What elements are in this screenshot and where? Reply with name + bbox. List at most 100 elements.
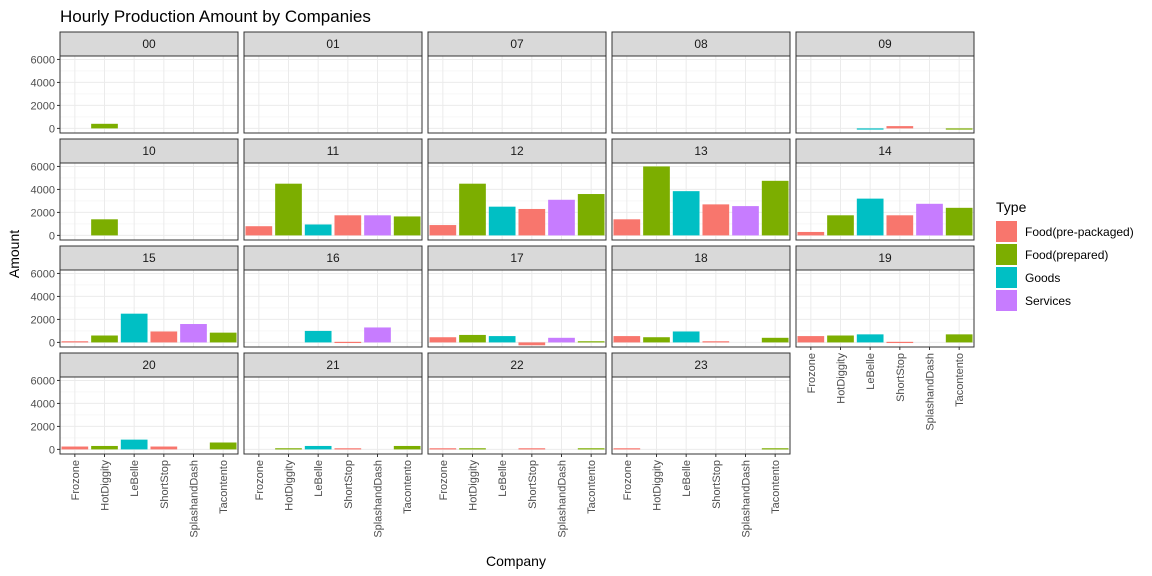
- facet-strip-label: 07: [510, 37, 524, 51]
- panel-background: [60, 163, 238, 240]
- facet-strip-label: 09: [878, 37, 892, 51]
- bar-frozone: [613, 219, 641, 236]
- x-tick-label: LeBelle: [313, 460, 325, 497]
- legend-key: [996, 290, 1017, 311]
- facet-strip-label: 15: [142, 251, 156, 265]
- bar-frozone: [61, 446, 89, 450]
- panel-background: [244, 377, 422, 454]
- panel-background: [428, 163, 606, 240]
- facet-strip-label: 12: [510, 144, 524, 158]
- x-tick-label: ShortStop: [711, 460, 723, 509]
- y-tick-label: 2000: [31, 314, 55, 326]
- panel-border: [59, 162, 239, 241]
- panel-border: [611, 55, 791, 134]
- panel-background: [612, 163, 790, 240]
- bar-frozone: [797, 336, 825, 343]
- bar-tacontento: [761, 337, 789, 343]
- bar-hotdiggity: [459, 448, 486, 450]
- bar-shortstop: [702, 204, 730, 236]
- facet-panel-07: 07: [427, 31, 607, 134]
- bar-shortstop: [886, 341, 914, 344]
- facet-panel-16: 16: [243, 245, 423, 348]
- x-tick-label: LeBelle: [865, 353, 877, 390]
- facet-panel-12: 12: [427, 138, 607, 241]
- facet-panel-08: 08: [611, 31, 791, 134]
- x-tick-label: Tacontento: [770, 460, 782, 514]
- bar-shortstop: [334, 215, 362, 236]
- x-tick-label: HotDiggity: [836, 353, 848, 404]
- panel-background: [612, 377, 790, 454]
- bar-tacontento: [945, 334, 973, 343]
- panel-border: [795, 162, 975, 241]
- facet-strip: [243, 245, 423, 271]
- facet-panel-01: 01: [243, 31, 423, 134]
- bar-lebelle: [672, 191, 700, 236]
- x-tick-label: HotDiggity: [468, 460, 480, 511]
- facet-panel-19: 19 Frozone HotDiggity LeBelle ShortStop Splas…: [795, 245, 975, 431]
- bar-splashanddash: [548, 337, 575, 343]
- bar-shortstop: [518, 448, 546, 450]
- bar-frozone: [61, 341, 89, 343]
- panel-background: [796, 56, 974, 133]
- facet-strip-label: 14: [878, 144, 892, 158]
- x-tick-label: HotDiggity: [284, 460, 296, 511]
- panel-background: [244, 163, 422, 240]
- legend-label: Services: [1025, 294, 1071, 308]
- bar-tacontento: [577, 194, 605, 236]
- panel-background: [428, 270, 606, 347]
- facet-panel-14: 14: [795, 138, 975, 241]
- x-tick-label: ShortStop: [159, 460, 171, 509]
- bar-frozone: [429, 448, 457, 450]
- panel-background: [244, 270, 422, 347]
- facet-panel-21: 21 Frozone HotDiggity LeBelle ShortStop Splas…: [243, 352, 423, 538]
- bar-tacontento: [945, 128, 973, 130]
- facet-strip-label: 00: [142, 37, 156, 51]
- bar-hotdiggity: [827, 215, 854, 236]
- bar-hotdiggity: [91, 335, 118, 343]
- bar-tacontento: [577, 341, 605, 343]
- legend-label: Goods: [1025, 271, 1060, 285]
- y-tick-label: 0: [49, 123, 55, 135]
- panel-background: [612, 270, 790, 347]
- bar-hotdiggity: [459, 183, 486, 236]
- bar-hotdiggity: [643, 166, 670, 236]
- facet-strip-label: 20: [142, 358, 156, 372]
- facet-strip-label: 11: [327, 144, 340, 158]
- x-tick-label: Tacontento: [402, 460, 414, 514]
- x-tick-label: Frozone: [438, 460, 450, 500]
- legend-key: [996, 244, 1017, 265]
- bar-splashanddash: [732, 206, 759, 236]
- panel-border: [243, 55, 423, 134]
- bar-lebelle: [856, 198, 884, 236]
- facet-strip-label: 19: [878, 251, 892, 265]
- panel-border: [59, 376, 239, 455]
- bar-frozone: [429, 337, 457, 343]
- y-tick-label: 4000: [31, 184, 55, 196]
- panel-border: [243, 376, 423, 455]
- y-tick-label: 6000: [31, 161, 55, 173]
- x-tick-label: LeBelle: [497, 460, 509, 497]
- facet-strip-label: 01: [326, 37, 340, 51]
- facet-panel-11: 11: [243, 138, 423, 241]
- panel-border: [427, 162, 607, 241]
- panel-background: [60, 270, 238, 347]
- panel-border: [427, 269, 607, 348]
- facet-strip: [427, 245, 607, 271]
- bar-lebelle: [672, 331, 700, 343]
- facet-strip: [795, 245, 975, 271]
- bar-lebelle: [856, 334, 884, 343]
- facet-strip: [427, 31, 607, 57]
- bar-hotdiggity: [827, 335, 854, 343]
- facet-strip-label: 10: [142, 144, 156, 158]
- bar-lebelle: [120, 313, 148, 343]
- x-tick-label: SplashandDash: [741, 460, 753, 538]
- legend-label: Food(prepared): [1025, 248, 1108, 262]
- facet-panel-13: 13: [611, 138, 791, 241]
- facet-strip: [59, 352, 239, 378]
- x-tick-label: Frozone: [622, 460, 634, 500]
- y-tick-label: 2000: [31, 207, 55, 219]
- bar-lebelle: [488, 206, 516, 236]
- bar-hotdiggity: [91, 123, 118, 129]
- legend: Type Food(pre-packaged) Food(prepared) Goo…: [996, 199, 1134, 311]
